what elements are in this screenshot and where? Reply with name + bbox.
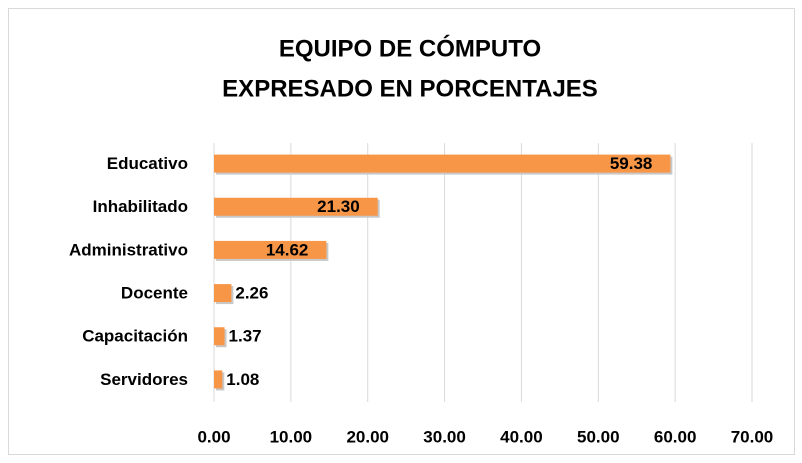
x-tick-label: 60.00 <box>654 427 697 446</box>
y-tick-label: Inhabilitado <box>93 197 188 216</box>
bar <box>214 327 225 346</box>
bar <box>214 154 671 173</box>
bar <box>214 197 378 216</box>
chart-title: EXPRESADO EN PORCENTAJES <box>222 75 598 102</box>
y-tick-label: Administrativo <box>69 240 188 259</box>
value-label: 2.26 <box>235 284 268 303</box>
value-label: 21.30 <box>317 197 360 216</box>
bar <box>214 370 223 389</box>
y-tick-label: Educativo <box>107 154 188 173</box>
x-tick-label: 40.00 <box>500 427 543 446</box>
x-tick-label: 10.00 <box>270 427 313 446</box>
x-tick-label: 30.00 <box>423 427 466 446</box>
value-label: 1.37 <box>229 327 262 346</box>
y-tick-label: Servidores <box>100 370 188 389</box>
value-label: 1.08 <box>226 370 259 389</box>
chart-title: EQUIPO DE CÓMPUTO <box>279 34 541 62</box>
x-tick-label: 70.00 <box>731 427 774 446</box>
bar <box>214 240 327 259</box>
x-tick-label: 50.00 <box>577 427 620 446</box>
x-tick-label: 0.00 <box>197 427 230 446</box>
value-label: 59.38 <box>610 154 653 173</box>
chart-border <box>8 8 795 455</box>
x-tick-label: 20.00 <box>346 427 389 446</box>
y-tick-label: Capacitación <box>82 327 188 346</box>
value-label: 14.62 <box>266 240 309 259</box>
bar <box>214 284 232 303</box>
y-tick-label: Docente <box>121 284 188 303</box>
